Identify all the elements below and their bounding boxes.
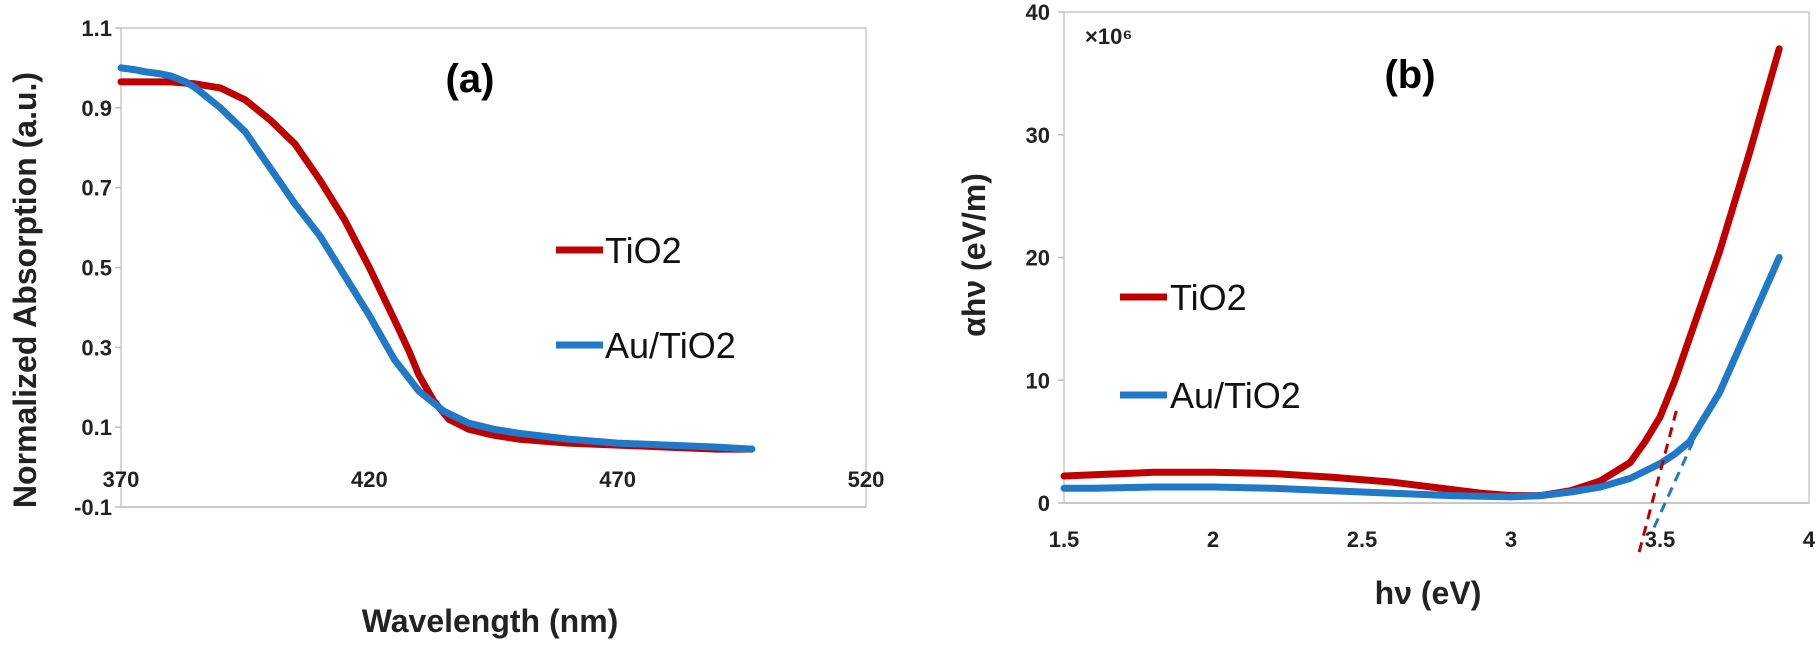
legend-label-tio2-b: TiO2 [1170, 277, 1247, 318]
y-tick-label-b: 10 [1026, 368, 1050, 393]
x-tick-label-b: 4 [1803, 527, 1816, 552]
legend-a: TiO2 Au/TiO2 [556, 230, 736, 366]
panel-label-a: (a) [446, 57, 495, 101]
y-tick-label-a: 0.3 [81, 335, 112, 360]
y-tick-label-a: 0.1 [81, 415, 112, 440]
x-tick-label-b: 2.5 [1347, 527, 1378, 552]
legend-label-au-tio2-b: Au/TiO2 [1170, 375, 1301, 416]
y-tick-label-b: 30 [1026, 123, 1050, 148]
panel-label-b: (b) [1384, 53, 1435, 97]
x-tick-label-a: 470 [599, 467, 636, 492]
axes-a: 370 420 470 520 -0.1 0.1 0.3 0.5 0.7 0.9 1.1 [74, 16, 884, 520]
legend-b: TiO2 Au/TiO2 [1120, 277, 1301, 416]
y-tick-label-a: 0.7 [81, 176, 112, 201]
y-multiplier-b: ×10⁶ [1085, 24, 1132, 49]
panel-a: 370 420 470 520 -0.1 0.1 0.3 0.5 0.7 0.9 1.1 (a) W… [7, 16, 884, 639]
x-tick-label-a: 420 [351, 467, 388, 492]
x-tick-label-b: 3.5 [1645, 527, 1676, 552]
y-tick-label-b: 40 [1026, 0, 1050, 25]
y-tick-label-b: 20 [1026, 246, 1050, 271]
x-tick-label-b: 1.5 [1049, 527, 1080, 552]
series-line-au-tio2-b [1060, 254, 1783, 501]
y-axis-label-b: αhν (eV/m) [956, 173, 992, 337]
y-tick-label-a: 0.5 [81, 256, 112, 281]
y-axis-label-a: Normalized Absorption (a.u.) [7, 72, 43, 508]
x-tick-label-b: 2 [1207, 527, 1219, 552]
lines-b [1060, 45, 1783, 553]
series-line-tio2-a [117, 78, 756, 453]
tangent-line-tio2-b [1637, 404, 1680, 553]
x-tick-label-b: 3 [1505, 527, 1517, 552]
series-line-au-tio2-a [117, 64, 756, 453]
x-axis-label-a: Wavelength (nm) [362, 603, 619, 639]
x-axis-label-b: hν (eV) [1375, 575, 1482, 611]
y-tick-label-a: -0.1 [74, 495, 112, 520]
tangent-line-au-tio2-b [1652, 434, 1698, 529]
lines-a [117, 64, 756, 453]
x-tick-label-a: 370 [103, 467, 140, 492]
y-tick-label-a: 0.9 [81, 96, 112, 121]
legend-label-tio2-a: TiO2 [605, 230, 682, 271]
y-tick-label-a: 1.1 [81, 16, 112, 41]
x-tick-label-a: 520 [848, 467, 885, 492]
y-tick-label-b: 0 [1038, 491, 1050, 516]
legend-label-au-tio2-a: Au/TiO2 [605, 325, 736, 366]
